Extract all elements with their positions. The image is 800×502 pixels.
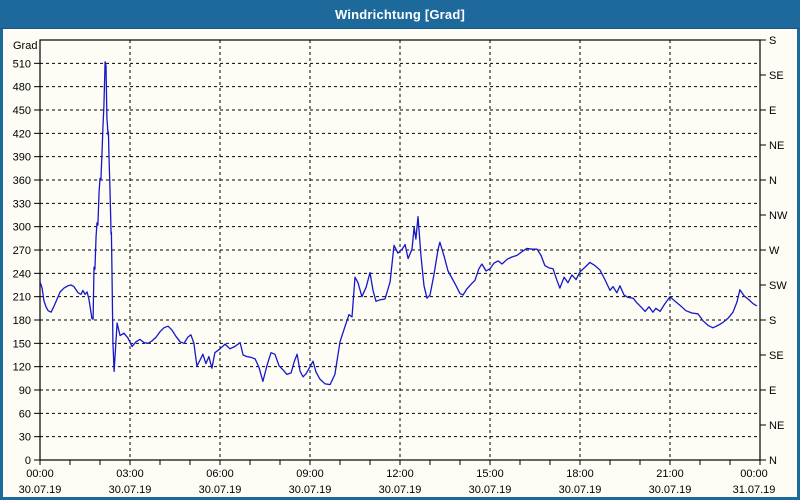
x-axis-time-label: 21:00 [656,468,684,480]
wind-direction-line [39,61,758,386]
left-axis-label: 480 [13,82,31,94]
x-axis-time-label: 00:00 [740,468,768,480]
x-axis-time-label: 09:00 [296,468,324,480]
left-axis-label: 120 [13,362,31,374]
wind-direction-chart: 0 30 60 90 120 150 180 210 240 270 300 330 360 390 420… [13,35,788,496]
left-axis-label: 30 [19,432,31,444]
window-title: Windrichtung [Grad] [334,6,466,22]
right-axis-label: S [769,315,776,327]
right-axis-label: W [769,245,780,257]
right-axis-label: NE [769,140,784,152]
x-axis-time-label: 18:00 [566,468,594,480]
x-axis-date-label: 30.07.19 [289,484,332,496]
right-axis-label: E [769,105,776,117]
left-axis-label: 420 [13,128,31,140]
x-axis-date-label: 30.07.19 [469,484,512,496]
right-axis-label: SW [769,280,787,292]
left-axis-label: 240 [13,268,31,280]
right-axis-label: NE [769,420,784,432]
right-axis-label: SE [769,70,784,82]
title-bar: Windrichtung [Grad] [0,0,800,29]
left-axis-unit-label: Grad [13,40,37,52]
right-axis-label: N [769,455,777,467]
x-axis-date-label: 30.07.19 [559,484,602,496]
left-axis-label: 150 [13,338,31,350]
left-axis-label: 330 [13,198,31,210]
x-axis-date-label: 30.07.19 [199,484,242,496]
x-axis-time-label: 06:00 [206,468,234,480]
left-axis-label: 0 [25,455,31,467]
left-axis-label: 390 [13,152,31,164]
x-axis-date-label: 30.07.19 [19,484,62,496]
x-axis-time-label: 00:00 [26,468,54,480]
right-axis-label: S [769,35,776,47]
x-axis-date-label: 30.07.19 [109,484,152,496]
left-axis-label: 60 [19,408,31,420]
x-axis-date-label: 31.07.19 [733,484,776,496]
left-axis-label: 360 [13,175,31,187]
right-axis-label: N [769,175,777,187]
chart-panel: 0 30 60 90 120 150 180 210 240 270 300 330 360 390 420… [3,29,797,497]
x-axis-time-label: 15:00 [476,468,504,480]
x-axis-date-label: 30.07.19 [649,484,692,496]
right-axis-label: SE [769,350,784,362]
left-axis-label: 180 [13,315,31,327]
x-axis-time-label: 03:00 [116,468,144,480]
left-axis-label: 90 [19,385,31,397]
left-axis-label: 270 [13,245,31,257]
right-axis-label: E [769,385,776,397]
x-axis-time-label: 12:00 [386,468,414,480]
left-axis-label: 300 [13,222,31,234]
left-axis-label: 450 [13,105,31,117]
left-axis-label: 210 [13,292,31,304]
left-axis-label: 510 [13,58,31,70]
x-axis-date-label: 30.07.19 [379,484,422,496]
right-axis-label: NW [769,210,788,222]
